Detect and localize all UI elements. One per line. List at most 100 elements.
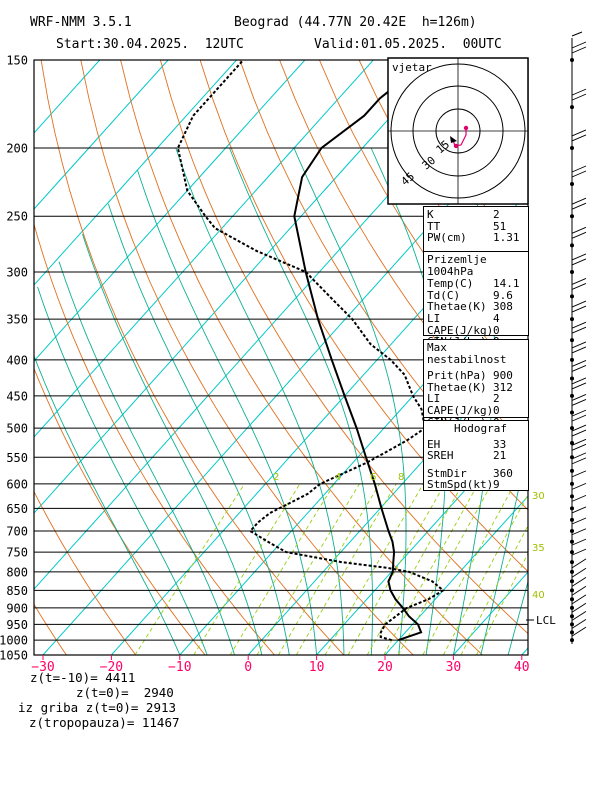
wind-level-dot <box>570 145 574 150</box>
z-tropopause: z(tropopauza)= 11467 <box>29 715 180 730</box>
start-time: Start:30.04.2025. 12UTC <box>56 37 244 52</box>
instability-box: Max nestabilnost Prit(hPa) 900 Thetae(K) 31… <box>423 339 529 428</box>
mixing-ratio-line <box>366 483 464 655</box>
surface-row: Td(C) 9.6 <box>424 290 528 302</box>
surface-box: Prizemlje 1004hPa Temp(C) 14.1 Td(C) 9.6 The… <box>423 251 529 347</box>
wind-barb <box>571 283 587 290</box>
temperature-tick-label: 10 <box>309 660 325 675</box>
moist-adiabat <box>82 233 263 655</box>
wind-level-dot <box>570 338 574 343</box>
instability-row: CAPE(J/kg) 0 <box>424 405 528 417</box>
eh-label: EH <box>427 437 441 451</box>
wind-barb <box>571 346 587 354</box>
wind-barb <box>571 253 587 261</box>
lcl-label: LCL <box>536 614 556 627</box>
wind-barb <box>571 517 587 525</box>
location-label: Beograd (44.77N 20.42E h=126m) <box>234 15 477 30</box>
wind-barb <box>571 602 587 613</box>
wind-barb <box>571 626 587 637</box>
wind-level-dot <box>570 468 574 473</box>
temperature-tick-label: −20 <box>100 660 123 675</box>
wind-barb <box>571 429 587 437</box>
wind-level-dot <box>570 410 574 415</box>
surface-value: 14.1 <box>493 277 520 291</box>
wind-level-dot <box>570 441 574 446</box>
mixing-ratio-label: 4 <box>335 472 341 483</box>
wind-level-dot <box>570 579 574 584</box>
isotherm-line <box>590 60 600 655</box>
wind-barb <box>571 611 587 621</box>
instability-title: Max nestabilnost <box>427 341 507 366</box>
wind-barb <box>571 538 587 546</box>
pressure-tick-label: 600 <box>6 477 28 491</box>
moist-adiabat-label: 35 <box>532 543 545 554</box>
wind-level-dot <box>570 588 574 593</box>
pressure-tick-label: 1000 <box>0 634 28 648</box>
surface-row: Thetae(K) 308 <box>424 301 528 313</box>
stmdir-label: StmDir <box>427 466 467 480</box>
instability-row: Thetae(K) 312 <box>424 382 528 394</box>
temperature-tick-label: 40 <box>514 660 530 675</box>
wind-barb <box>571 226 587 234</box>
storm-motion-marker <box>450 136 457 143</box>
wind-barb <box>571 470 587 478</box>
pressure-tick-label: 150 <box>6 54 28 68</box>
wind-level-dot <box>570 622 574 627</box>
wind-level-dot <box>570 638 574 643</box>
z-from-grib: iz griba z(t=0)= 2913 <box>18 700 177 715</box>
moist-adiabat-label: 40 <box>532 590 545 601</box>
wind-level-dot <box>570 560 574 565</box>
sreh-value: 21 <box>493 449 507 463</box>
eh-value: 33 <box>493 437 507 451</box>
wind-level-dot <box>570 569 574 574</box>
wind-level-dot <box>570 317 574 322</box>
instability-label: Thetae(K) <box>427 380 487 394</box>
mixing-ratio-line <box>256 483 360 655</box>
wind-barb <box>571 197 587 205</box>
wind-level-dot <box>570 550 574 555</box>
temperature-profile <box>293 60 429 642</box>
instability-row: LI 2 <box>424 393 528 405</box>
wind-level-dot <box>570 506 574 511</box>
wind-barb <box>571 482 587 490</box>
index-label: TT <box>427 219 441 233</box>
pressure-tick-label: 500 <box>6 422 28 436</box>
hodograph-title: vjetar <box>392 61 432 74</box>
stmspd-label: StmSpd(kt) <box>427 478 494 492</box>
moist-adiabat <box>37 286 208 655</box>
surface-row: LI 4 <box>424 313 528 325</box>
dry-adiabat <box>517 60 528 77</box>
wind-level-dot <box>570 614 574 619</box>
wind-level-dot <box>570 517 574 522</box>
surface-label: Thetae(K) <box>427 300 487 314</box>
wind-barb <box>571 618 587 629</box>
wind-barb <box>571 321 587 329</box>
wind-barb <box>571 394 587 401</box>
index-label: K <box>427 208 434 221</box>
mixing-ratio-label: 8 <box>398 472 404 483</box>
wind-level-dot <box>570 269 574 274</box>
index-tt: 51 <box>493 219 507 233</box>
hodograph-point <box>453 143 459 149</box>
isotherm-line <box>34 60 237 286</box>
wind-barb <box>571 31 583 37</box>
isotherm-line <box>521 647 528 655</box>
temperature-tick-label: 20 <box>377 660 393 675</box>
wind-level-dot <box>570 529 574 534</box>
wind-barb <box>571 165 587 173</box>
moist-adiabat <box>175 147 345 655</box>
moist-adiabat <box>137 169 318 655</box>
wind-level-dot <box>570 181 574 186</box>
temperature-tick-label: −30 <box>31 660 54 675</box>
surface-title: Prizemlje 1004hPa <box>427 253 487 278</box>
wind-barb <box>571 414 587 422</box>
wind-level-dot <box>570 426 574 431</box>
instability-value: 312 <box>493 380 513 394</box>
wind-level-dot <box>570 539 574 544</box>
temperature-tick-label: −10 <box>168 660 191 675</box>
wind-barb <box>571 231 587 239</box>
wind-barb <box>571 88 587 96</box>
z-t-minus10: z(t=-10)= 4411 <box>30 670 136 685</box>
instability-value: 2 <box>493 392 500 406</box>
wind-level-dot <box>570 605 574 610</box>
